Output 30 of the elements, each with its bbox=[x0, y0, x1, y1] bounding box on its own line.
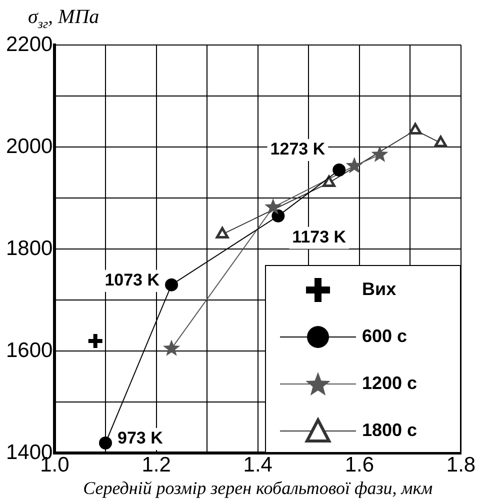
legend-label: 1800 с bbox=[362, 420, 418, 442]
annotation: 1073 K bbox=[104, 270, 160, 290]
x-axis-title: Середній розмір зерен кобальтової фази, мкм bbox=[83, 478, 434, 498]
legend-label: 600 с bbox=[362, 326, 408, 348]
point bbox=[434, 136, 448, 148]
annotation: 1173 K bbox=[292, 228, 347, 247]
point bbox=[272, 209, 285, 222]
y-tick-label: 1600 bbox=[6, 338, 53, 362]
point bbox=[264, 198, 282, 215]
y-tick-label: 2000 bbox=[6, 134, 53, 158]
x-tick-label: 1.4 bbox=[243, 454, 273, 477]
point bbox=[371, 146, 388, 162]
x-tick-label: 1.2 bbox=[142, 454, 171, 477]
annotation: 1273 K bbox=[270, 140, 326, 159]
y-tick-label: 2200 bbox=[6, 32, 53, 56]
legend-label: 1200 с bbox=[362, 373, 418, 394]
y-axis-title: σ$_{зг}$, МПа bbox=[28, 6, 100, 32]
point bbox=[99, 436, 112, 450]
point bbox=[332, 164, 346, 177]
point bbox=[346, 156, 363, 174]
x-tick-label: 1.8 bbox=[446, 454, 476, 477]
annotation: 973 K bbox=[118, 428, 164, 448]
y-tick-label: 1800 bbox=[6, 236, 53, 260]
point bbox=[165, 278, 178, 292]
x-tick-label: 1.6 bbox=[344, 454, 374, 477]
point bbox=[162, 340, 180, 356]
point bbox=[216, 227, 229, 239]
point bbox=[408, 122, 422, 134]
legend-label: Вих bbox=[362, 279, 396, 300]
point bbox=[322, 176, 336, 188]
